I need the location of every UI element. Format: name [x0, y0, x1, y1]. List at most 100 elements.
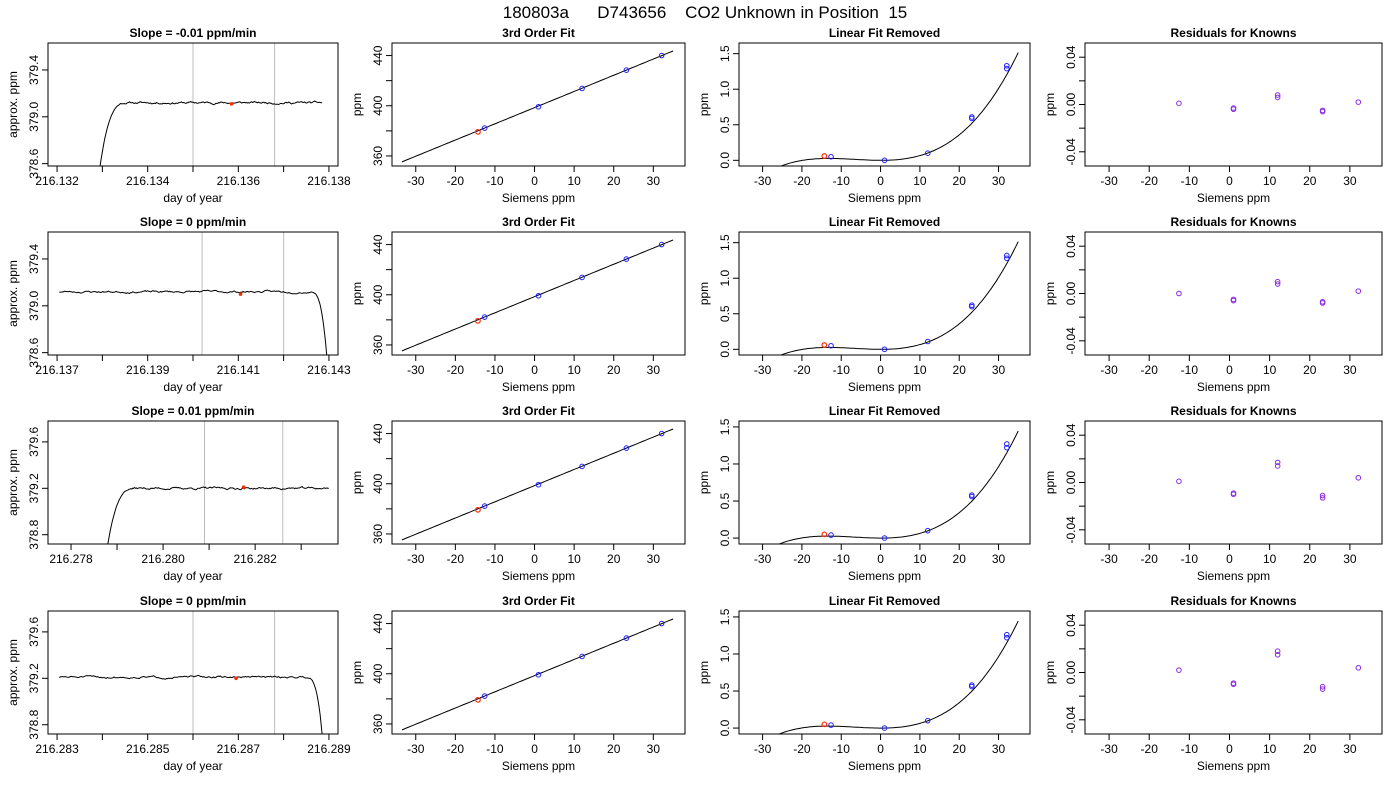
x-tick-label: -10 — [486, 363, 504, 377]
x-tick-label: 10 — [1263, 174, 1277, 188]
x-tick-label: 216.289 — [307, 742, 351, 756]
x-tick-label: 20 — [953, 742, 967, 756]
unknown-point — [821, 531, 828, 538]
plot-area — [1176, 278, 1362, 306]
y-tick-label: 0.0 — [718, 152, 732, 169]
panel-frame — [1084, 231, 1383, 356]
x-axis-label: day of year — [163, 191, 222, 205]
x-tick-label: 30 — [1343, 552, 1357, 566]
unknown-point — [475, 696, 481, 703]
known-point — [535, 481, 542, 488]
unknown-point — [475, 317, 481, 324]
y-tick-label: 0.5 — [718, 305, 732, 322]
y-tick-label: 0.0 — [718, 341, 732, 358]
y-tick-label: -0.04 — [1064, 138, 1078, 166]
y-axis: 0.0 0.5 1.0 1.5 — [718, 45, 739, 169]
x-tick-label: 20 — [1303, 552, 1317, 566]
x-tick-label: 10 — [567, 742, 581, 756]
panel-title: Residuals for Knowns — [1170, 594, 1296, 608]
x-tick-label: -20 — [793, 363, 811, 377]
y-tick-label: 400 — [371, 473, 385, 493]
plot-area — [107, 421, 329, 544]
unknown-point — [821, 721, 828, 728]
x-tick-label: -20 — [1141, 174, 1159, 188]
known-point — [1003, 255, 1010, 262]
residual-point — [1230, 681, 1237, 688]
panel-frame — [47, 420, 339, 545]
plot-area — [401, 239, 674, 352]
known-point — [535, 103, 542, 110]
x-tick-label: 10 — [567, 552, 581, 566]
y-tick-label: 360 — [371, 714, 385, 734]
y-axis: 378.8 379.2 379.6 — [27, 427, 48, 550]
x-tick-label: 0 — [531, 742, 538, 756]
x-tick-label: 10 — [1263, 742, 1277, 756]
x-axis-label: Siemens ppm — [848, 191, 921, 205]
fit-curve — [401, 428, 674, 541]
known-point — [1003, 631, 1010, 638]
panel-title: Residuals for Knowns — [1170, 26, 1296, 40]
known-point — [1003, 441, 1010, 447]
plot-area — [779, 52, 1019, 166]
fit-curve — [779, 241, 1019, 355]
x-axis: -30 -20 -10 0 10 20 30 — [754, 166, 1006, 188]
x-axis-label: Siemens ppm — [502, 380, 575, 394]
known-point — [881, 346, 888, 353]
y-tick-label: 379.0 — [27, 290, 41, 320]
known-point — [828, 722, 834, 728]
x-tick-label: 20 — [607, 174, 621, 188]
residual-point — [1176, 290, 1182, 297]
panel-frame — [391, 231, 686, 356]
known-point — [481, 693, 488, 699]
panel-r3-c3: Linear Fit Removed -30 -20 -10 0 10 20 30 Siemen… — [697, 404, 1031, 583]
panel-title: Linear Fit Removed — [829, 215, 940, 229]
x-tick-label: 10 — [913, 552, 927, 566]
residual-point — [1176, 667, 1182, 673]
panel-frame — [47, 231, 339, 356]
known-point — [924, 527, 931, 534]
unknown-point — [821, 153, 828, 159]
x-tick-label: 10 — [567, 174, 581, 188]
x-axis: 216.283 216.285 216.287 216.289 — [35, 734, 351, 756]
known-point — [1003, 252, 1010, 259]
x-axis: -30 -20 -10 0 10 20 30 — [1100, 544, 1357, 566]
fit-curve — [777, 620, 1019, 734]
y-tick-label: 0.00 — [1064, 470, 1078, 494]
y-tick-label: 0.0 — [718, 719, 732, 736]
y-axis: -0.04 0.00 0.04 — [1064, 613, 1085, 733]
known-point — [1003, 444, 1010, 451]
x-tick-label: 30 — [992, 363, 1006, 377]
x-tick-label: 216.136 — [217, 174, 261, 188]
y-axis-label: ppm — [1043, 282, 1057, 305]
y-axis: -0.04 0.00 0.04 — [1064, 234, 1085, 354]
y-tick-label: 378.8 — [27, 519, 41, 549]
x-axis-label: Siemens ppm — [1197, 759, 1270, 773]
residual-point — [1319, 300, 1326, 306]
residual-point — [1355, 664, 1362, 671]
y-axis-label: approx. ppm — [6, 449, 20, 516]
y-axis-label: ppm — [697, 282, 711, 305]
measurement-trace — [99, 100, 323, 166]
known-point — [828, 532, 834, 538]
x-tick-label: 0 — [877, 363, 884, 377]
known-point — [969, 302, 975, 309]
y-tick-label: 378.8 — [27, 709, 41, 739]
fit-curve — [777, 430, 1019, 544]
y-axis-label: ppm — [1043, 661, 1057, 684]
y-tick-label: 1.0 — [718, 81, 732, 98]
known-point — [579, 85, 585, 92]
y-tick-label: 0.5 — [718, 682, 732, 699]
residual-point — [1319, 495, 1326, 501]
x-tick-label: 10 — [1263, 363, 1277, 377]
panel-title: Slope = 0 ppm/min — [140, 215, 246, 229]
known-point — [969, 492, 975, 498]
x-tick-label: 216.141 — [217, 363, 261, 377]
panel-title: Residuals for Knowns — [1170, 404, 1296, 418]
y-tick-label: 0.04 — [1064, 423, 1078, 447]
unknown-point — [475, 128, 481, 135]
y-tick-label: 440 — [371, 45, 385, 65]
x-tick-label: -20 — [793, 552, 811, 566]
x-tick-label: -30 — [1100, 552, 1118, 566]
known-point — [881, 157, 888, 164]
